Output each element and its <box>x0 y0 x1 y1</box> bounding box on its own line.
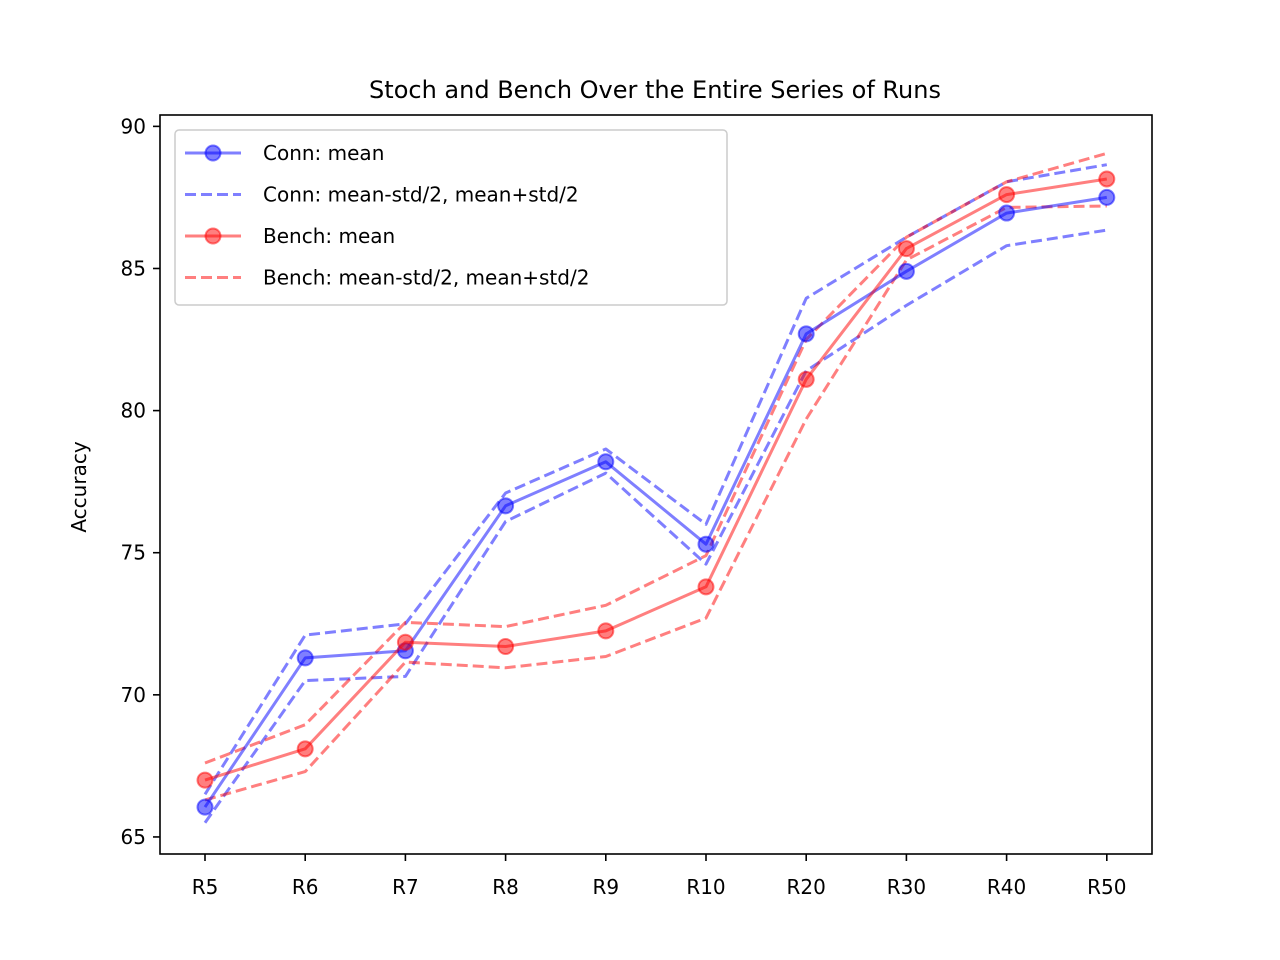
series-2-point-R10 <box>697 578 715 596</box>
chart-title: Stoch and Bench Over the Entire Series o… <box>369 76 941 104</box>
series-2-point-R6 <box>296 740 314 758</box>
y-tick-label-80: 80 <box>121 399 146 423</box>
series-2-point-R7 <box>396 633 414 651</box>
series-2-point-R8 <box>497 638 515 656</box>
axes-frame <box>159 114 1153 855</box>
axes: R5 R6 R7 R8 R9 R10 R20 R30 R40 R50 65 70 75 80 85 90 <box>121 114 1153 899</box>
series-3-band-lower-line <box>204 204 1107 802</box>
series-2-point-R30 <box>897 240 915 258</box>
y-tick-label-90: 90 <box>121 114 146 138</box>
series-2-point-R50 <box>1098 170 1116 188</box>
plot-area <box>196 151 1116 824</box>
x-tick-label-R6: R6 <box>292 875 319 899</box>
x-tick-label-R7: R7 <box>392 875 419 899</box>
series-0-point-R20 <box>797 325 815 343</box>
series-2-point-R20 <box>797 370 815 388</box>
x-tick-label-R50: R50 <box>1087 875 1126 899</box>
series-0-point-R5 <box>196 798 214 816</box>
y-axis-label: Accuracy <box>67 441 91 532</box>
series-0-point-R10 <box>697 535 715 553</box>
y-tick-label-65: 65 <box>121 825 146 849</box>
series-0-point-R50 <box>1098 188 1116 206</box>
series-1-band-lower-line <box>203 228 1108 824</box>
x-tick-label-R9: R9 <box>592 875 619 899</box>
series-0-mean-line <box>203 195 1108 808</box>
legend-handle-marker-0 <box>204 144 222 162</box>
legend-box <box>174 129 728 306</box>
x-tick-label-R30: R30 <box>887 875 926 899</box>
series-2-point-R40 <box>998 186 1016 204</box>
series-0-point-R6 <box>296 649 314 667</box>
y-tick-label-75: 75 <box>121 541 146 565</box>
x-tick-label-R10: R10 <box>686 875 725 899</box>
y-tick-label-70: 70 <box>121 683 146 707</box>
legend-label-0: Conn: mean <box>263 141 384 165</box>
series-0-point-R8 <box>497 497 515 515</box>
legend-label-1: Conn: mean-std/2, mean+std/2 <box>263 183 579 207</box>
series-0-point-R40 <box>998 204 1016 222</box>
legend-handle-marker-2 <box>204 227 222 245</box>
series-2-point-R9 <box>597 622 615 640</box>
x-tick-label-R40: R40 <box>987 875 1026 899</box>
series-0-point-R30 <box>897 262 915 280</box>
x-tick-label-R20: R20 <box>787 875 826 899</box>
legend-label-3: Bench: mean-std/2, mean+std/2 <box>263 266 589 290</box>
legend: Conn: mean Conn: mean-std/2, mean+std/2 Be… <box>174 129 728 306</box>
series-2-mean-line <box>204 177 1108 782</box>
series-3-band-upper-line <box>204 151 1108 765</box>
legend-label-2: Bench: mean <box>263 224 395 248</box>
x-tick-label-R8: R8 <box>492 875 519 899</box>
y-tick-label-85: 85 <box>121 256 146 280</box>
series-0-point-R9 <box>597 453 615 471</box>
series-2-point-R5 <box>196 771 214 789</box>
series-1-band-upper-line <box>203 163 1108 796</box>
x-tick-label-R5: R5 <box>192 875 219 899</box>
